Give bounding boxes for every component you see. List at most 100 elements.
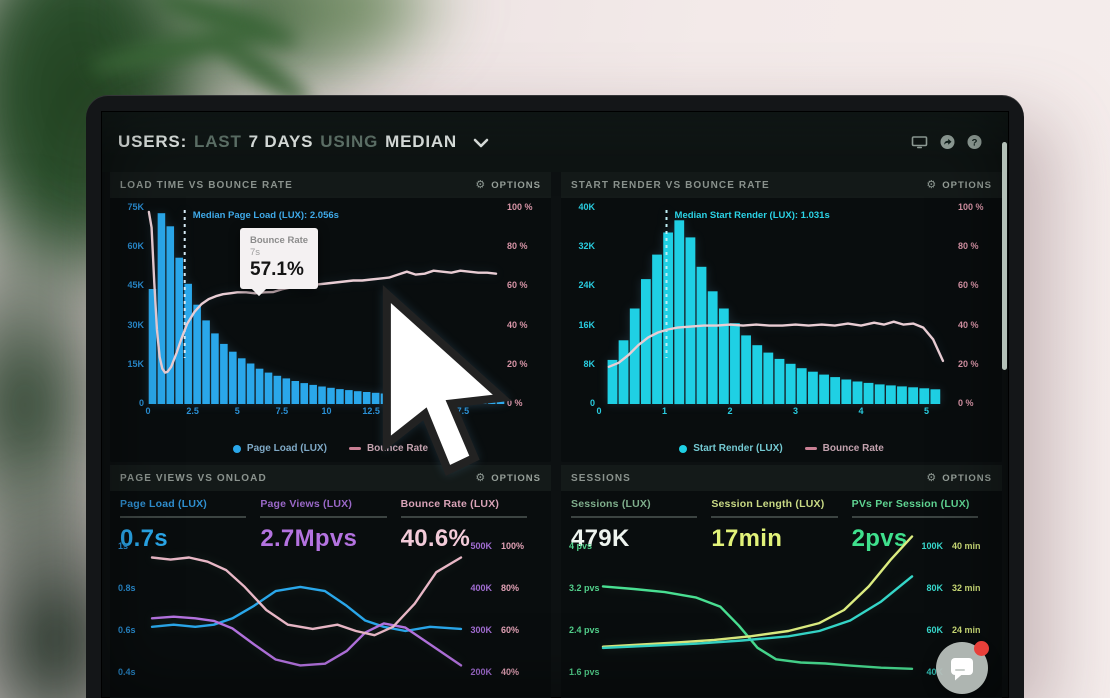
axis-tick: 45K bbox=[127, 280, 144, 291]
panel-body: 40K 32K 24K 16K 8K 0 100 % 80 % 60 % 40 % 20 % 0 %… bbox=[561, 198, 1002, 462]
chat-button[interactable] bbox=[936, 641, 989, 694]
legend-item[interactable]: Start Render (LUX) bbox=[679, 443, 783, 454]
panel-body: 75K 60K 45K 30K 15K 0 100 % 80 % 60 % 40 % 20 % 0 … bbox=[110, 198, 551, 476]
metric-value: 17min bbox=[711, 525, 783, 552]
metric-value: 2pvs bbox=[851, 525, 908, 552]
axis-tick: 40% bbox=[501, 667, 520, 677]
panel-sessions: SESSIONS ⚙ OPTIONS Sessions (LUX) 479K bbox=[561, 465, 1002, 698]
help-icon[interactable]: ? bbox=[967, 135, 982, 150]
axis-tick: 100 % bbox=[507, 202, 533, 212]
axis-tick: 2 bbox=[727, 406, 733, 416]
axis-tick: 400K bbox=[470, 583, 492, 593]
metric-underline bbox=[120, 516, 247, 518]
y-axis-left: 1s 0.8s 0.6s 0.4s bbox=[118, 541, 136, 678]
legend-item[interactable]: Bounce Rate bbox=[804, 443, 884, 454]
axis-tick: 80% bbox=[501, 583, 520, 593]
axis-tick: 40 % bbox=[958, 319, 979, 330]
metric-label: Bounce Rate (LUX) bbox=[400, 498, 500, 510]
metric-page-load: Page Load (LUX) 0.7s bbox=[120, 498, 260, 553]
chart-plot bbox=[601, 535, 914, 698]
chevron-down-icon[interactable] bbox=[473, 138, 489, 148]
options-button[interactable]: ⚙ OPTIONS bbox=[926, 178, 992, 191]
chart-plot: Median Start Render (LUX): 1.031s bbox=[599, 208, 956, 405]
svg-text:?: ? bbox=[972, 137, 978, 148]
legend-label: Bounce Rate bbox=[366, 443, 429, 454]
options-button[interactable]: ⚙ OPTIONS bbox=[926, 471, 992, 484]
axis-tick: 300K bbox=[470, 625, 492, 635]
metric-label: Session Length (LUX) bbox=[711, 498, 825, 510]
axis-tick: 0 bbox=[145, 406, 151, 416]
options-label: OPTIONS bbox=[491, 472, 541, 484]
axis-tick: 4 pvs bbox=[569, 541, 593, 551]
panel-body: Page Load (LUX) 0.7s Page Views (LUX) 2.… bbox=[110, 491, 551, 698]
axis-tick: 5 bbox=[924, 406, 930, 416]
axis-tick: 3 bbox=[792, 406, 799, 416]
axis-tick: 0.6s bbox=[118, 625, 136, 635]
axis-tick: 7.5 bbox=[275, 406, 289, 416]
axis-tick: 60K bbox=[926, 625, 943, 635]
chart-legend: Page Load (LUX) Bounce Rate bbox=[110, 443, 551, 454]
axis-tick: 0 bbox=[596, 406, 602, 416]
options-label: OPTIONS bbox=[491, 179, 541, 191]
axis-tick: 80 % bbox=[958, 241, 979, 252]
title-7days: 7 DAYS bbox=[248, 132, 314, 151]
metric-underline bbox=[571, 516, 698, 518]
axis-tick: 40K bbox=[926, 667, 943, 677]
axis-tick: 4 bbox=[858, 406, 864, 416]
axis-tick: 40 % bbox=[507, 319, 528, 330]
panel-header: START RENDER VS BOUNCE RATE ⚙ OPTIONS bbox=[561, 172, 1002, 198]
options-button[interactable]: ⚙ OPTIONS bbox=[475, 472, 541, 484]
axis-tick: 20 % bbox=[507, 358, 528, 369]
title-median: MEDIAN bbox=[385, 132, 457, 151]
gear-icon: ⚙ bbox=[926, 471, 938, 484]
dashboard-header: USERS: LAST 7 DAYS USING MEDIAN bbox=[102, 112, 1008, 172]
title-using: USING bbox=[320, 132, 379, 151]
axis-tick: 15K bbox=[127, 358, 144, 369]
panel-grid: LOAD TIME VS BOUNCE RATE ⚙ OPTIONS 75K 60… bbox=[110, 172, 1002, 698]
y-axis-left: 40K 32K 24K 16K 8K 0 bbox=[565, 202, 595, 408]
title-users: USERS: bbox=[118, 132, 188, 151]
metric-label: Sessions (LUX) bbox=[571, 498, 651, 510]
panel-title: LOAD TIME VS BOUNCE RATE bbox=[120, 179, 293, 191]
axis-tick: 2.5 bbox=[186, 406, 199, 416]
title-last: LAST bbox=[194, 132, 242, 151]
axis-tick: 500K bbox=[470, 541, 492, 551]
y-axis-right: 500K 100% 400K 80% 300K 60% 200K 40% bbox=[460, 541, 543, 678]
panel-body: Sessions (LUX) 479K Session Length (LUX)… bbox=[561, 491, 1002, 698]
page-views-onload-lines[interactable] bbox=[150, 547, 463, 698]
metric-value: 479K bbox=[571, 525, 630, 552]
legend-item[interactable]: Page Load (LUX) bbox=[232, 443, 327, 454]
chart-plot bbox=[150, 547, 463, 698]
sessions-lines[interactable] bbox=[601, 535, 914, 698]
options-label: OPTIONS bbox=[942, 472, 992, 484]
panel-title: SESSIONS bbox=[571, 472, 631, 484]
header-toolbar: ? bbox=[911, 135, 982, 150]
median-annotation: Median Page Load (LUX): 2.056s bbox=[192, 210, 339, 221]
axis-tick: 32K bbox=[578, 241, 595, 252]
axis-tick: 60 % bbox=[507, 280, 528, 291]
dashboard-screen: USERS: LAST 7 DAYS USING MEDIAN bbox=[101, 111, 1009, 698]
share-icon[interactable] bbox=[940, 135, 955, 150]
gear-icon: ⚙ bbox=[926, 178, 938, 191]
axis-tick: 20 % bbox=[958, 358, 979, 369]
legend-item[interactable]: Bounce Rate bbox=[348, 443, 429, 454]
panel-header: PAGE VIEWS VS ONLOAD ⚙ OPTIONS bbox=[110, 465, 551, 491]
axis-tick: 5 bbox=[234, 406, 240, 416]
metric-label: Page Views (LUX) bbox=[260, 498, 353, 510]
axis-tick: 100K bbox=[921, 541, 943, 551]
options-button[interactable]: ⚙ OPTIONS bbox=[475, 179, 541, 191]
start-render-histogram[interactable] bbox=[599, 208, 956, 405]
scrollbar[interactable] bbox=[1002, 142, 1007, 370]
axis-tick: 80K bbox=[926, 583, 943, 593]
axis-tick: 0 % bbox=[958, 397, 974, 408]
metric-sessions: Sessions (LUX) 479K bbox=[571, 498, 711, 553]
legend-dash-icon bbox=[804, 447, 817, 450]
panel-title: START RENDER VS BOUNCE RATE bbox=[571, 179, 770, 191]
axis-tick: 1 bbox=[661, 406, 668, 416]
metric-underline bbox=[400, 516, 527, 518]
y-axis-right: 100K 40 min 80K 32 min 60K 24 min 40K bbox=[911, 541, 994, 678]
display-icon[interactable] bbox=[911, 135, 928, 149]
median-annotation: Median Start Render (LUX): 1.031s bbox=[674, 210, 830, 221]
axis-tick: 75K bbox=[127, 202, 144, 212]
axis-tick: 32 min bbox=[952, 583, 981, 593]
